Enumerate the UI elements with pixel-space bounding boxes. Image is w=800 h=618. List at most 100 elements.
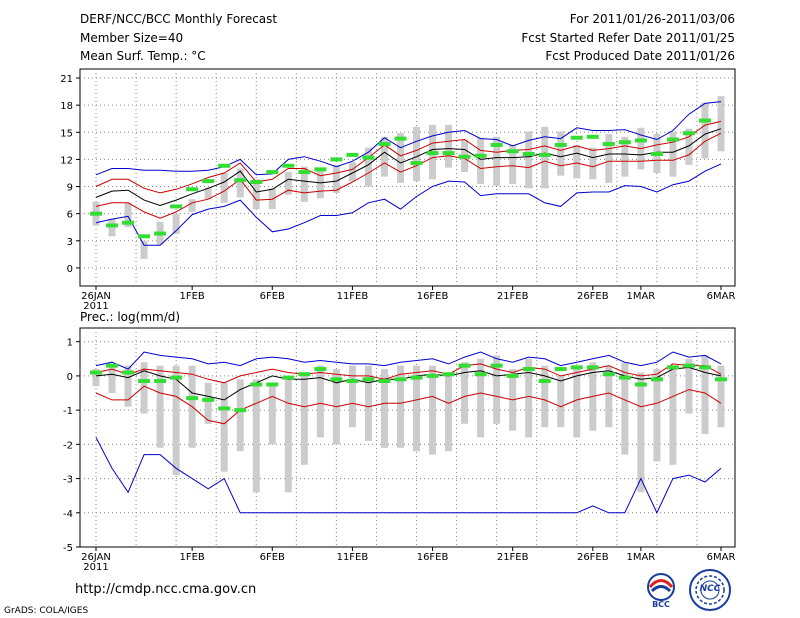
obs-mark	[202, 397, 215, 402]
obs-mark	[602, 372, 615, 377]
ncc-logo-text: NCC	[699, 584, 721, 594]
ensemble-box	[557, 375, 565, 428]
obs-mark	[474, 153, 487, 158]
y-tick-label: -2	[63, 440, 73, 451]
y-tick-label: 0	[67, 264, 73, 275]
ensemble-box	[493, 355, 501, 424]
ensemble-box	[172, 213, 180, 234]
x-tick-label: 26FEB	[577, 552, 609, 563]
ensemble-box	[685, 128, 693, 165]
obs-mark	[330, 157, 343, 162]
x-tick-label: 1MAR	[626, 291, 655, 302]
ensemble-box	[557, 131, 565, 176]
ensemble-box	[717, 96, 725, 152]
ensemble-box	[621, 136, 629, 177]
obs-mark	[138, 234, 151, 239]
obs-mark	[314, 367, 327, 372]
y-tick-label: 12	[60, 155, 73, 166]
ensemble-box	[445, 125, 453, 168]
obs-mark	[570, 365, 583, 370]
ensemble-box	[509, 144, 517, 184]
obs-mark	[474, 372, 487, 377]
ensemble-box	[204, 382, 212, 424]
obs-mark	[314, 167, 327, 172]
variable-label: Mean Surf. Temp.: °C	[80, 49, 206, 63]
obs-mark	[362, 377, 375, 382]
ensemble-box	[493, 136, 501, 186]
year-label: 2011	[83, 562, 108, 573]
obs-mark	[442, 372, 455, 377]
obs-mark	[282, 163, 295, 168]
ensemble-box	[573, 369, 581, 438]
forecast-produced: Fcst Produced Date 2011/01/26	[545, 49, 735, 63]
source-url[interactable]: http://cmdp.ncc.cma.gov.cn	[75, 582, 257, 597]
obs-mark	[170, 375, 183, 380]
plot-frame	[79, 327, 736, 548]
obs-mark	[715, 377, 727, 382]
obs-mark	[394, 136, 407, 141]
ncc-logo: NCC	[688, 568, 732, 612]
obs-mark	[426, 373, 439, 378]
obs-mark	[378, 142, 391, 147]
obs-mark	[650, 151, 663, 156]
y-tick-label: -1	[63, 406, 73, 417]
obs-mark	[90, 211, 102, 216]
obs-mark	[602, 142, 615, 147]
obs-mark	[106, 223, 119, 228]
ensemble-box	[380, 136, 388, 177]
obs-mark	[298, 170, 311, 175]
x-tick-label: 21FEB	[497, 552, 529, 563]
ensemble-box	[445, 372, 453, 452]
x-tick-label: 16FEB	[417, 291, 449, 302]
bcc-logo-text: BCC	[652, 600, 670, 609]
series-max	[95, 351, 722, 370]
ensemble-box	[701, 102, 709, 159]
obs-mark	[122, 220, 135, 225]
ensemble-box	[525, 358, 533, 438]
ensemble-box	[685, 358, 693, 414]
ensemble-box	[477, 358, 485, 438]
bcc-logo-icon	[647, 573, 675, 601]
ensemble-box	[525, 131, 533, 189]
ensemble-box	[332, 164, 340, 193]
obs-mark	[650, 377, 663, 382]
temperature-panel: 0 3 6 9 12 15 18 21 26JAN 1FEB 6FEB 11FEB 16FEB 21FEB…	[60, 68, 736, 312]
ensemble-box	[396, 365, 404, 448]
obs-mark	[538, 152, 551, 157]
obs-mark	[570, 135, 583, 140]
obs-mark	[218, 406, 231, 411]
x-tick-label: 1FEB	[180, 552, 205, 563]
chart-title: DERF/NCC/BCC Monthly Forecast	[80, 12, 278, 26]
ensemble-box	[284, 379, 292, 493]
obs-mark	[682, 363, 695, 368]
ensemble-box	[653, 369, 661, 462]
grads-credit: GrADS: COLA/IGES	[4, 606, 89, 616]
obs-mark	[442, 151, 455, 156]
series-min	[95, 163, 722, 246]
ensemble-box	[429, 365, 437, 455]
obs-mark	[586, 134, 599, 139]
obs-mark	[282, 375, 295, 380]
ensemble-box	[156, 365, 164, 448]
y-tick-label: 1	[67, 338, 73, 349]
obs-mark	[554, 367, 567, 372]
series-mean	[95, 366, 722, 401]
obs-mark	[186, 396, 199, 401]
x-tick-label: 26JAN	[81, 291, 111, 302]
ensemble-box	[252, 379, 260, 493]
y-tick-label: 3	[67, 237, 73, 248]
x-tick-label: 6FEB	[260, 552, 285, 563]
obs-mark	[634, 382, 647, 387]
obs-mark	[698, 365, 711, 370]
ensemble-box	[589, 147, 597, 180]
x-tick-label: 11FEB	[337, 552, 369, 563]
obs-mark	[298, 372, 311, 377]
obs-mark	[506, 149, 519, 154]
obs-mark	[250, 180, 263, 185]
ensemble-box	[252, 179, 260, 210]
obs-mark	[266, 170, 279, 175]
precip-label: Prec.: log(mm/d)	[80, 310, 181, 324]
obs-mark	[618, 140, 631, 145]
y-tick-label: 9	[67, 183, 73, 194]
obs-mark	[506, 373, 519, 378]
